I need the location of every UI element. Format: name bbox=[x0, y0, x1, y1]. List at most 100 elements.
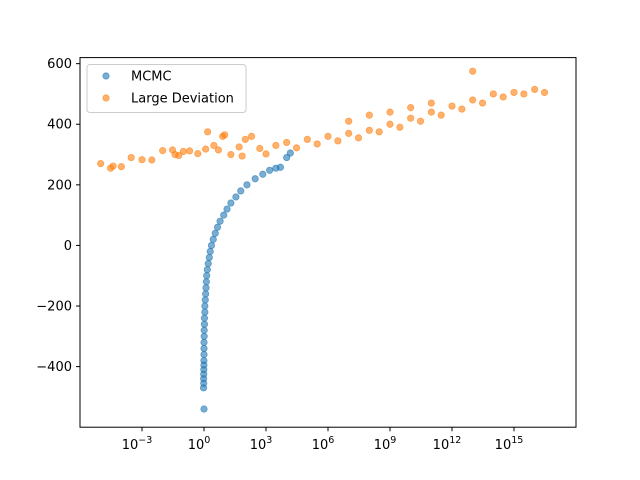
data-point bbox=[266, 166, 274, 174]
data-point bbox=[202, 278, 210, 286]
data-point bbox=[200, 338, 208, 346]
data-point bbox=[531, 85, 539, 94]
data-point bbox=[458, 105, 466, 113]
data-point bbox=[237, 187, 245, 195]
data-point bbox=[203, 266, 211, 274]
data-point bbox=[204, 260, 212, 268]
data-point bbox=[396, 123, 404, 131]
data-point bbox=[159, 147, 167, 155]
data-point bbox=[437, 111, 445, 119]
x-tick-label: 100 bbox=[188, 435, 211, 453]
data-point bbox=[201, 296, 209, 304]
data-point bbox=[200, 326, 208, 334]
data-point bbox=[202, 290, 210, 298]
data-point bbox=[200, 332, 208, 340]
data-point bbox=[238, 152, 246, 160]
y-tick-label: −200 bbox=[36, 300, 72, 315]
y-tick-label: −400 bbox=[36, 360, 72, 375]
x-tick-exponent: 6 bbox=[328, 435, 334, 446]
data-point bbox=[286, 149, 294, 157]
data-point bbox=[448, 102, 456, 110]
data-point bbox=[540, 88, 549, 97]
data-point bbox=[207, 241, 216, 250]
data-point bbox=[489, 90, 497, 98]
series-0 bbox=[199, 149, 294, 413]
data-point bbox=[365, 111, 373, 119]
x-tick-label: 10−3 bbox=[122, 435, 153, 453]
data-point bbox=[292, 144, 301, 152]
data-point bbox=[251, 175, 259, 183]
x-tick-exponent: 9 bbox=[390, 435, 396, 446]
data-point bbox=[201, 308, 209, 316]
data-point bbox=[469, 67, 477, 75]
x-tick-exponent: −3 bbox=[138, 435, 152, 446]
data-point bbox=[427, 108, 435, 116]
data-point bbox=[185, 147, 194, 155]
x-tick-base: 10 bbox=[250, 438, 267, 453]
legend-label: MCMC bbox=[131, 70, 172, 85]
data-point bbox=[241, 135, 249, 143]
data-point bbox=[206, 247, 214, 256]
x-tick-label: 1012 bbox=[433, 435, 462, 453]
legend-label: Large Deviation bbox=[131, 92, 234, 107]
x-tick-label: 1015 bbox=[495, 435, 524, 453]
x-tick-base: 10 bbox=[495, 438, 512, 453]
data-point bbox=[216, 217, 224, 225]
x-tick-exponent: 3 bbox=[266, 435, 272, 446]
legend-marker bbox=[102, 94, 110, 102]
x-tick-base: 10 bbox=[188, 438, 205, 453]
data-point bbox=[200, 314, 209, 322]
data-point bbox=[227, 199, 235, 207]
data-point bbox=[97, 160, 105, 168]
data-point bbox=[303, 135, 311, 143]
x-tick-base: 10 bbox=[122, 438, 139, 453]
y-tick-label: 0 bbox=[64, 239, 72, 254]
data-point bbox=[211, 229, 219, 237]
data-point bbox=[283, 138, 291, 147]
legend-marker bbox=[102, 72, 110, 80]
data-point bbox=[478, 99, 487, 107]
data-point bbox=[386, 108, 394, 116]
x-tick-base: 10 bbox=[312, 438, 329, 453]
data-point bbox=[499, 93, 507, 101]
x-tick-exponent: 0 bbox=[204, 435, 210, 446]
data-point bbox=[313, 140, 321, 148]
data-point bbox=[175, 151, 183, 160]
data-point bbox=[204, 128, 212, 136]
data-point bbox=[200, 344, 208, 353]
data-point bbox=[205, 253, 213, 262]
data-point bbox=[365, 126, 373, 134]
y-tick-label: 600 bbox=[47, 57, 72, 72]
data-point bbox=[407, 103, 415, 112]
data-point bbox=[202, 145, 210, 153]
data-point bbox=[469, 96, 477, 104]
x-tick-label: 109 bbox=[374, 435, 397, 453]
data-point bbox=[221, 131, 229, 139]
data-point bbox=[109, 162, 117, 170]
x-tick-exponent: 15 bbox=[511, 435, 523, 446]
data-point bbox=[386, 120, 394, 128]
legend: MCMC Large Deviation bbox=[86, 64, 247, 113]
y-tick-label: 200 bbox=[47, 178, 72, 193]
data-point bbox=[203, 272, 211, 280]
data-point bbox=[345, 129, 353, 137]
data-point bbox=[407, 114, 415, 122]
x-tick-base: 10 bbox=[374, 438, 391, 453]
data-point bbox=[235, 143, 243, 151]
x-axis: 10−3 100 103 106 109 1012 1015 bbox=[122, 427, 524, 453]
x-tick-base: 10 bbox=[433, 438, 450, 453]
data-point bbox=[262, 150, 270, 158]
data-point bbox=[427, 99, 435, 107]
data-point bbox=[375, 128, 383, 136]
data-point bbox=[227, 150, 235, 159]
data-point bbox=[354, 134, 363, 142]
data-point bbox=[416, 117, 425, 125]
data-point bbox=[148, 156, 156, 164]
data-point bbox=[200, 350, 208, 359]
data-point bbox=[520, 90, 528, 98]
data-point bbox=[510, 88, 518, 97]
data-point bbox=[247, 132, 256, 140]
data-point bbox=[200, 320, 209, 328]
